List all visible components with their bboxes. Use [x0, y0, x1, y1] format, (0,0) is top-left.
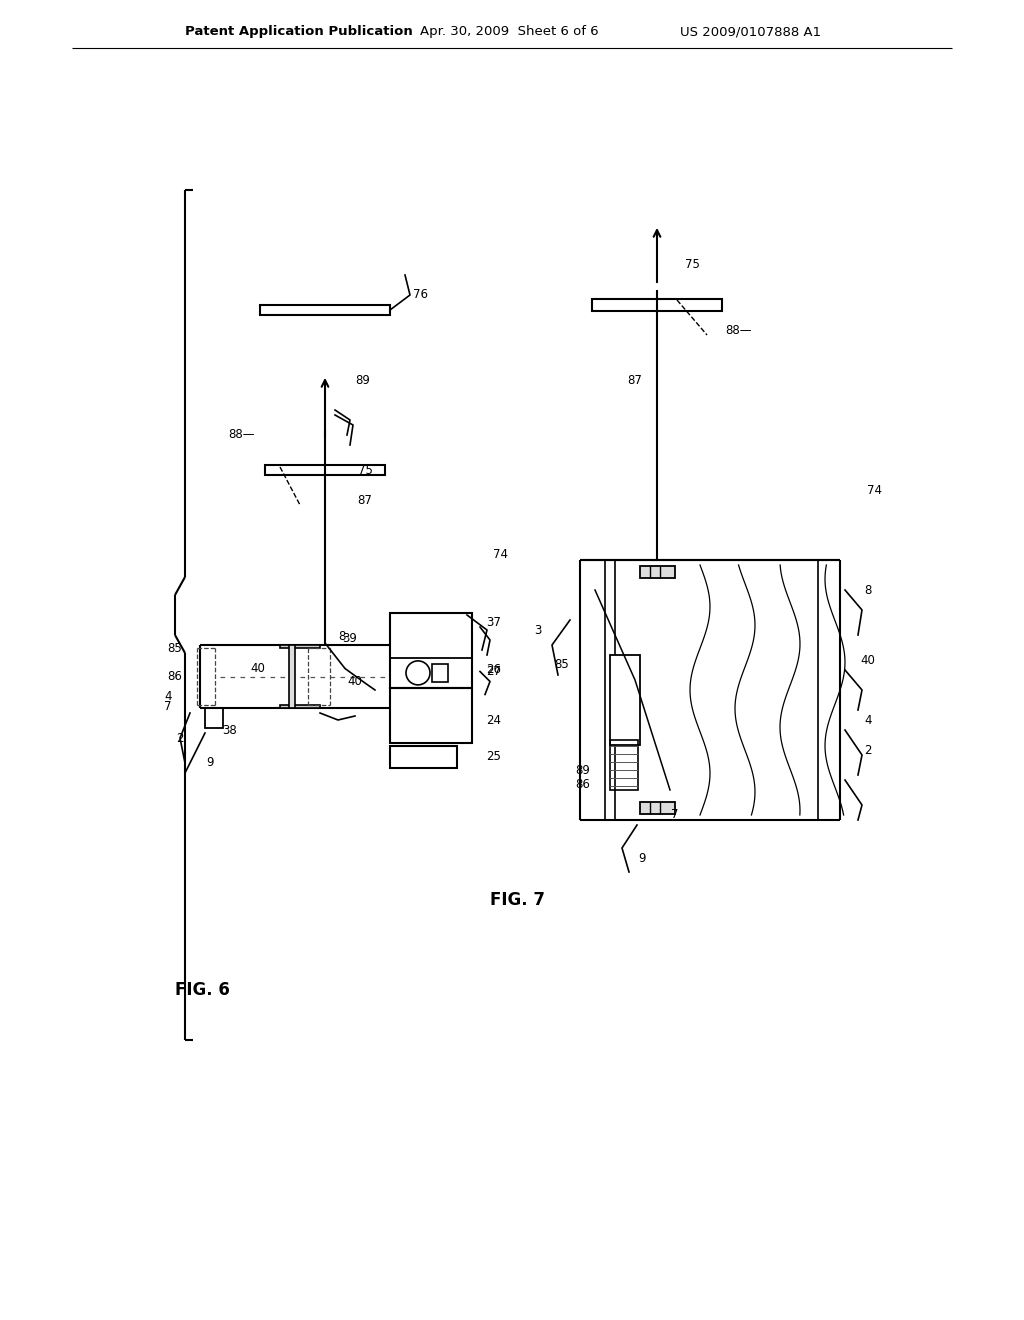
Text: Apr. 30, 2009  Sheet 6 of 6: Apr. 30, 2009 Sheet 6 of 6	[420, 25, 599, 38]
Text: 37: 37	[486, 616, 502, 630]
Text: 89: 89	[575, 763, 591, 776]
Text: 76: 76	[413, 289, 427, 301]
Bar	[390, 688, 472, 743]
Bar	[390, 657, 472, 688]
Bar	[592, 300, 722, 312]
Text: 39: 39	[343, 632, 357, 645]
Text: 74: 74	[493, 549, 508, 561]
Bar	[289, 645, 295, 708]
Text: 88—: 88—	[725, 323, 752, 337]
Text: 4: 4	[164, 689, 172, 702]
Text: FIG. 7: FIG. 7	[490, 891, 545, 909]
Text: 40: 40	[860, 653, 876, 667]
Text: 9: 9	[638, 851, 646, 865]
Text: 86: 86	[575, 779, 591, 792]
Text: 7: 7	[672, 808, 679, 821]
Bar	[640, 803, 675, 814]
Bar	[260, 305, 390, 315]
Text: 27: 27	[486, 665, 502, 678]
Text: Patent Application Publication: Patent Application Publication	[185, 25, 413, 38]
Text: 87: 87	[627, 374, 642, 387]
Text: 89: 89	[355, 374, 370, 387]
Text: 26: 26	[486, 664, 502, 676]
Text: 2: 2	[864, 743, 871, 756]
Text: 25: 25	[486, 750, 502, 763]
Bar	[205, 708, 223, 729]
Text: 4: 4	[864, 714, 871, 726]
Bar	[280, 645, 319, 648]
Text: 2: 2	[176, 731, 183, 744]
Text: 75: 75	[685, 259, 699, 272]
Text: 40: 40	[251, 663, 265, 675]
Text: 87: 87	[357, 494, 373, 507]
Text: US 2009/0107888 A1: US 2009/0107888 A1	[680, 25, 821, 38]
Text: 85: 85	[168, 642, 182, 655]
Text: 74: 74	[867, 483, 883, 496]
Text: 8: 8	[338, 631, 346, 644]
Text: 24: 24	[486, 714, 502, 726]
Text: 85: 85	[555, 659, 569, 672]
Bar	[432, 664, 449, 682]
Text: 7: 7	[164, 700, 172, 713]
Text: 75: 75	[357, 463, 373, 477]
Bar	[610, 655, 640, 744]
Bar	[610, 741, 638, 789]
Text: 3: 3	[535, 623, 542, 636]
Text: 86: 86	[168, 671, 182, 682]
Bar	[265, 465, 385, 475]
Text: 40: 40	[347, 675, 362, 688]
Bar	[280, 705, 319, 708]
Text: 88—: 88—	[228, 429, 255, 441]
Text: 8: 8	[864, 583, 871, 597]
Text: FIG. 6: FIG. 6	[175, 981, 229, 999]
Bar	[390, 612, 472, 688]
Text: 9: 9	[206, 756, 214, 770]
Text: 38: 38	[222, 725, 238, 738]
Bar	[390, 746, 457, 768]
Bar	[640, 566, 675, 578]
